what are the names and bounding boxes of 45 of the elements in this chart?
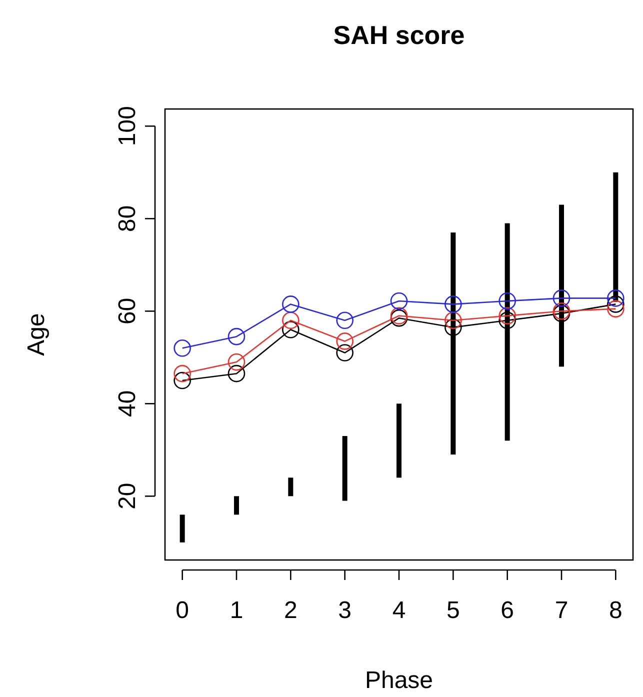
point — [607, 300, 624, 318]
point — [336, 332, 354, 350]
point — [336, 344, 354, 362]
point — [607, 290, 624, 307]
point — [444, 318, 462, 336]
bar — [396, 404, 402, 478]
point — [607, 296, 624, 313]
point — [174, 339, 191, 357]
point — [174, 364, 191, 382]
x-tick-label: 7 — [554, 597, 568, 624]
bar — [180, 514, 185, 542]
y-tick-label: 20 — [114, 482, 141, 510]
point — [498, 307, 516, 324]
chart-title: SAH score — [333, 20, 465, 50]
x-tick-label: 1 — [230, 597, 244, 624]
bar — [342, 436, 348, 501]
x-tick-label: 0 — [176, 597, 190, 624]
x-tick-label: 6 — [500, 597, 514, 624]
x-tick-label: 3 — [338, 597, 352, 624]
bar — [234, 496, 239, 515]
point — [336, 312, 354, 330]
point — [174, 372, 191, 390]
point — [444, 312, 462, 330]
y-tick-label: 80 — [114, 205, 141, 232]
bar — [288, 478, 294, 496]
point — [228, 353, 246, 371]
point — [282, 320, 300, 338]
x-tick-label: 2 — [284, 597, 298, 624]
x-axis-title: Phase — [364, 667, 434, 694]
y-tick-label: 60 — [114, 298, 141, 324]
point — [282, 312, 300, 330]
x-tick-label: 8 — [608, 597, 622, 624]
point — [498, 292, 516, 310]
y-tick-label: 100 — [114, 106, 141, 146]
x-tick-label: 4 — [392, 597, 406, 624]
point — [228, 364, 246, 382]
y-axis-title: Age — [23, 313, 50, 356]
point — [444, 296, 462, 313]
point — [498, 312, 516, 330]
y-tick-label: 40 — [114, 390, 141, 418]
point — [552, 290, 570, 307]
x-tick-label: 5 — [446, 597, 460, 624]
point — [228, 328, 246, 346]
point — [282, 296, 300, 313]
point — [390, 292, 408, 310]
